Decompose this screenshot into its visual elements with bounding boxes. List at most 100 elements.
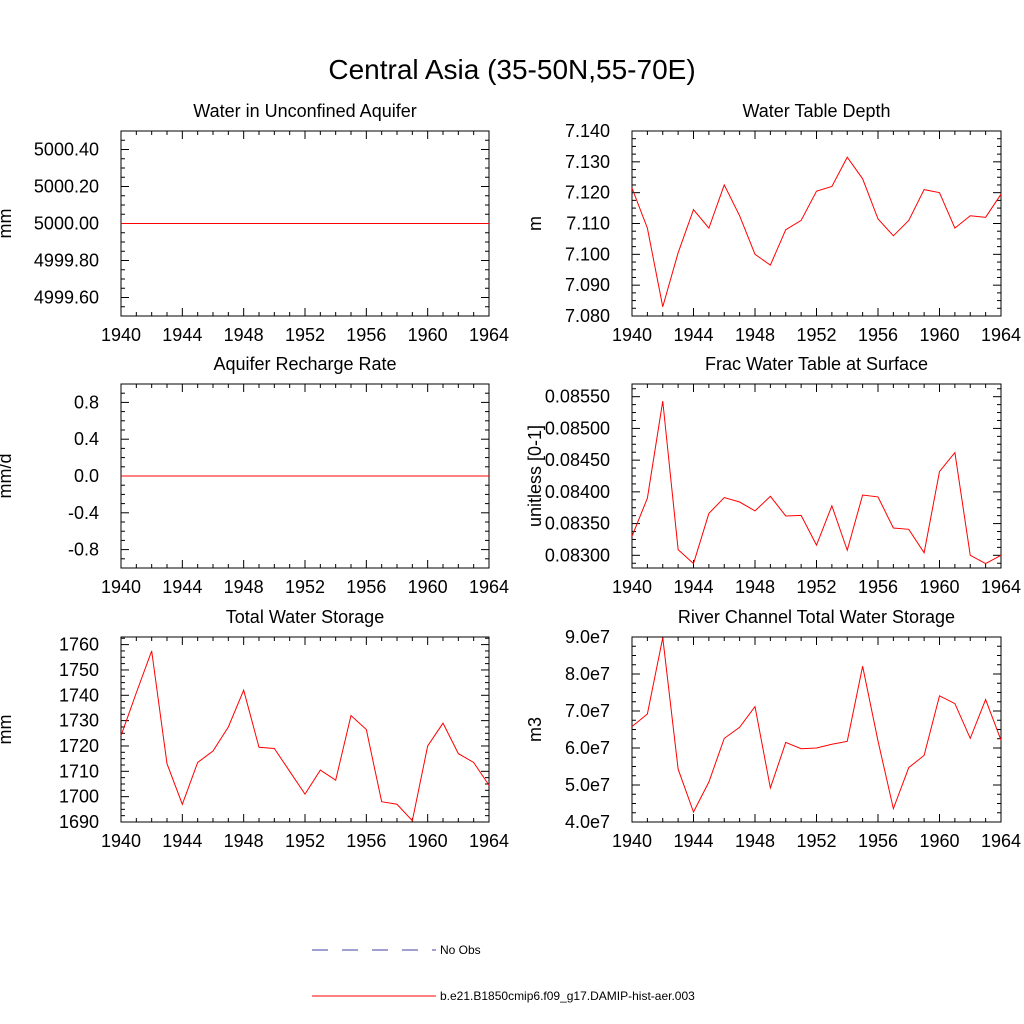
chart-panel-6: River Channel Total Water Storage m3 1940 1…: [525, 607, 1021, 851]
y-tick-label: 7.0e7: [565, 701, 610, 721]
y-tick-label: 1690: [59, 812, 99, 832]
y-tick-label: 0.08300: [545, 545, 610, 565]
y-axis-label: mm: [0, 715, 15, 745]
x-tick-label: 1940: [612, 325, 652, 345]
x-tick-label: 1948: [735, 325, 775, 345]
x-tick-label: 1960: [919, 577, 959, 597]
legend-model-label: b.e21.B1850cmip6.f09_g17.DAMIP-hist-aer.…: [440, 989, 695, 1003]
legend: No Obs b.e21.B1850cmip6.f09_g17.DAMIP-hi…: [312, 943, 695, 1003]
x-tick-label: 1952: [796, 577, 836, 597]
x-tick-label: 1940: [612, 577, 652, 597]
y-tick-label: 7.090: [565, 275, 610, 295]
panel-title: River Channel Total Water Storage: [678, 607, 955, 627]
chart-panel-3: Aquifer Recharge Rate mm/d 1940 1944 1948 195…: [0, 354, 509, 597]
x-tick-label: 1964: [981, 325, 1021, 345]
x-tick-label: 1948: [224, 831, 264, 851]
y-tick-label: -0.4: [68, 503, 99, 523]
y-axis-label: mm: [0, 209, 15, 239]
y-tick-label: 0.08450: [545, 450, 610, 470]
x-tick-label: 1952: [285, 325, 325, 345]
plot-frame: [631, 383, 1002, 569]
x-tick-label: 1952: [285, 577, 325, 597]
series-line: [631, 156, 1002, 307]
chart-panel-5: Total Water Storage mm 1940 1944 1948 1952 195…: [0, 607, 509, 851]
chart-panel-2: Water Table Depth m 1940 1944 1948 1952 1956 19…: [525, 101, 1021, 345]
x-tick-label: 1948: [224, 577, 264, 597]
x-tick-label: 1964: [469, 577, 509, 597]
x-tick-label: 1952: [796, 831, 836, 851]
figure-title: Central Asia (35-50N,55-70E): [328, 54, 696, 85]
x-tick-label: 1964: [469, 325, 509, 345]
x-tick-label: 1956: [346, 831, 386, 851]
y-tick-label: 0.8: [74, 392, 99, 412]
y-tick-label: 7.140: [565, 121, 610, 141]
y-tick-label: 9.0e7: [565, 627, 610, 647]
x-tick-label: 1944: [162, 325, 202, 345]
series-line: [631, 637, 1002, 814]
y-tick-label: 7.120: [565, 183, 610, 203]
y-axis-label: unitless [0-1]: [525, 425, 545, 527]
x-tick-label: 1948: [224, 325, 264, 345]
y-tick-label: 0.08400: [545, 482, 610, 502]
x-tick-label: 1964: [469, 831, 509, 851]
x-tick-label: 1960: [919, 831, 959, 851]
x-tick-label: 1956: [346, 577, 386, 597]
y-tick-label: 4999.80: [34, 251, 99, 271]
x-tick-label: 1944: [673, 577, 713, 597]
x-tick-label: 1940: [101, 831, 141, 851]
y-tick-label: 1720: [59, 736, 99, 756]
x-tick-label: 1956: [346, 325, 386, 345]
panel-title: Total Water Storage: [226, 607, 384, 627]
panel-title: Water in Unconfined Aquifer: [193, 101, 416, 121]
x-tick-label: 1956: [858, 831, 898, 851]
x-tick-label: 1940: [612, 831, 652, 851]
series-line: [631, 401, 1002, 565]
y-tick-label: 1710: [59, 761, 99, 781]
x-tick-label: 1964: [981, 831, 1021, 851]
y-tick-label: 5.0e7: [565, 775, 610, 795]
y-tick-label: 1760: [59, 635, 99, 655]
panel-title: Aquifer Recharge Rate: [213, 354, 396, 374]
y-tick-label: 7.110: [566, 214, 610, 234]
x-tick-label: 1940: [101, 325, 141, 345]
x-tick-label: 1964: [981, 577, 1021, 597]
y-tick-label: 0.0: [74, 466, 99, 486]
x-tick-label: 1940: [101, 577, 141, 597]
x-tick-label: 1948: [735, 577, 775, 597]
y-tick-label: 0.08350: [545, 514, 610, 534]
y-tick-label: 1700: [59, 787, 99, 807]
x-tick-label: 1952: [285, 831, 325, 851]
y-tick-label: 6.0e7: [565, 738, 610, 758]
y-tick-label: 7.130: [565, 152, 610, 172]
plot-frame: [631, 130, 1002, 317]
y-tick-label: 1750: [59, 660, 99, 680]
x-tick-label: 1956: [858, 325, 898, 345]
y-tick-label: -0.8: [68, 540, 99, 560]
x-tick-label: 1960: [408, 577, 448, 597]
x-tick-label: 1960: [408, 325, 448, 345]
x-tick-label: 1944: [162, 831, 202, 851]
y-tick-label: 5000.00: [34, 214, 99, 234]
y-tick-label: 0.08500: [545, 418, 610, 438]
y-axis-label: mm/d: [0, 454, 15, 499]
y-tick-label: 4999.60: [34, 288, 99, 308]
y-tick-label: 1740: [59, 685, 99, 705]
series-line: [120, 650, 490, 822]
x-tick-label: 1944: [162, 577, 202, 597]
chart-panel-1: Water in Unconfined Aquifer mm 1940 1944 194…: [0, 101, 509, 345]
y-tick-label: 8.0e7: [565, 664, 610, 684]
x-tick-label: 1952: [796, 325, 836, 345]
panel-title: Frac Water Table at Surface: [705, 354, 928, 374]
y-tick-label: 5000.40: [34, 140, 99, 160]
y-tick-label: 7.080: [565, 306, 610, 326]
x-tick-label: 1956: [858, 577, 898, 597]
legend-obs-label: No Obs: [440, 943, 481, 957]
chart-panel-4: Frac Water Table at Surface unitless [0-1…: [525, 354, 1021, 597]
x-tick-label: 1960: [408, 831, 448, 851]
y-tick-label: 1730: [59, 711, 99, 731]
y-tick-label: 5000.20: [34, 177, 99, 197]
y-axis-label: m3: [525, 717, 545, 742]
y-tick-label: 0.08550: [545, 387, 610, 407]
panel-title: Water Table Depth: [742, 101, 890, 121]
